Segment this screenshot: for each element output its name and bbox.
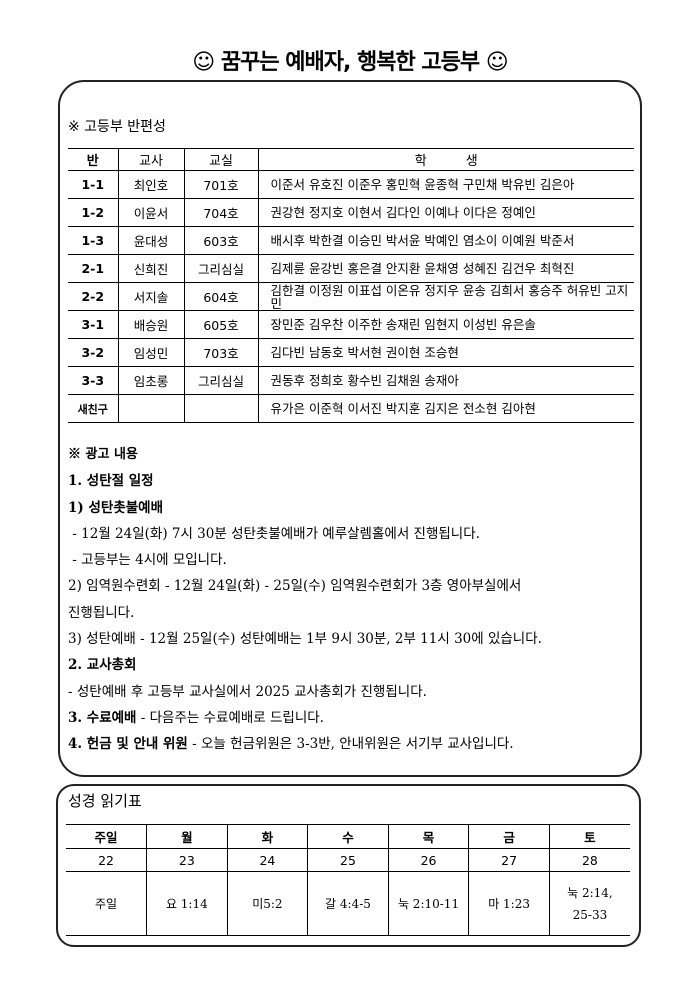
cell-students: 김한결 이정원 이표섭 이온유 정지우 윤송 김희서 홍승주 허유빈 고지민 bbox=[257, 282, 634, 311]
cell-students: 김다빈 남동호 박서현 권이현 조승현 bbox=[257, 338, 634, 367]
cell-room: 603호 bbox=[183, 226, 258, 255]
table-row: 새친구 유가은 이준혁 이서진 박지훈 김지은 전소현 김아현 bbox=[68, 394, 634, 423]
table-row: 1-3 윤대성 603호 배시후 박한결 이승민 박서윤 박예인 염소이 이예원 박준… bbox=[68, 226, 634, 255]
announcements: ※ 광고 내용 1. 성탄절 일정 1) 성탄촛불예배 - 12월 24일(화) … bbox=[68, 442, 638, 758]
roster-table: 반 교사 교실 학 생 1-1 최인호 701호 이준서 유호진 이준우 홍민혁 윤종… bbox=[68, 148, 634, 423]
table-row: 3-3 임초롱 그리심실 권동후 정희호 황수빈 김채원 송재아 bbox=[68, 366, 634, 395]
table-row: 1-1 최인호 701호 이준서 유호진 이준우 홍민혁 윤종혁 구민채 박유빈 김은… bbox=[68, 170, 634, 199]
date-cell: 24 bbox=[226, 848, 308, 872]
roster-announcements-box: ※ 고등부 반편성 반 교사 교실 학 생 1-1 최인호 701호 이준서 유호진 … bbox=[58, 80, 642, 777]
page-title: ☺ 꿈꾸는 예배자, 행복한 고등부 ☺ bbox=[192, 50, 508, 75]
cell-teacher: 임초롱 bbox=[117, 366, 184, 395]
reading-cell: 요 1:14 bbox=[146, 871, 228, 936]
cell-class: 3-3 bbox=[68, 366, 118, 395]
header-students: 학 생 bbox=[257, 148, 634, 171]
cell-teacher: 신희진 bbox=[117, 254, 184, 283]
announcement-title: 4. 헌금 및 안내 위원 bbox=[68, 736, 188, 753]
cell-room: 703호 bbox=[183, 338, 258, 367]
day-cell: 수 bbox=[307, 824, 389, 849]
cell-class: 1-2 bbox=[68, 198, 118, 227]
reading-cell: 주일 bbox=[66, 871, 147, 936]
cell-students: 김제륜 윤강빈 홍은결 안지환 윤채영 성혜진 김건우 최혁진 bbox=[257, 254, 634, 283]
reading-cell: 마 1:23 bbox=[468, 871, 550, 936]
date-cell: 25 bbox=[307, 848, 389, 872]
bible-reading-box: 성경 읽기표 주일 월 화 수 목 금 토 22 23 24 25 26 27 28 주일 요 1:14 미… bbox=[56, 784, 641, 947]
reading-cell: 갈 4:4-5 bbox=[307, 871, 389, 936]
day-cell: 금 bbox=[468, 824, 550, 849]
cell-teacher: 배승원 bbox=[117, 310, 184, 339]
cell-room: 604호 bbox=[183, 282, 258, 311]
table-row: 3-1 배승원 605호 장민준 김우찬 이주한 송재린 임현지 이성빈 유은솔 bbox=[68, 310, 634, 339]
announcement-text: - 오늘 헌금위원은 3-3반, 안내위원은 서기부 교사입니다. bbox=[187, 736, 514, 753]
date-cell: 22 bbox=[66, 848, 147, 872]
announcement-text: - 다음주는 수료예배로 드립니다. bbox=[136, 709, 324, 726]
date-cell: 27 bbox=[468, 848, 550, 872]
announcements-heading: ※ 광고 내용 bbox=[68, 447, 138, 462]
announcement-line: 진행됩니다. bbox=[68, 604, 135, 621]
reading-cell: 눅 2:14, 25-33 bbox=[548, 871, 630, 936]
header-teacher: 교사 bbox=[117, 148, 184, 171]
cell-class: 1-3 bbox=[68, 226, 118, 255]
cell-room: 701호 bbox=[183, 170, 258, 199]
cell-class: 3-1 bbox=[68, 310, 118, 339]
header-room: 교실 bbox=[183, 148, 258, 171]
cell-class: 3-2 bbox=[68, 338, 118, 367]
cell-students: 장민준 김우찬 이주한 송재린 임현지 이성빈 유은솔 bbox=[257, 310, 634, 339]
cell-teacher: 임성민 bbox=[117, 338, 184, 367]
roster-heading: ※ 고등부 반편성 bbox=[68, 119, 166, 135]
announcement-line: 1. 성탄절 일정 bbox=[68, 473, 154, 490]
header-class: 반 bbox=[68, 148, 118, 171]
announcement-line: 2) 임역원수련회 - 12월 24일(화) - 25일(수) 임역원수련회가 … bbox=[68, 578, 522, 595]
announcement-line: 2. 교사총회 bbox=[68, 657, 137, 674]
announcement-line: - 12월 24일(화) 7시 30분 성탄촛불예배가 예루살렘홀에서 진행됩니… bbox=[68, 525, 480, 542]
announcement-line: 3. 수료예배 - 다음주는 수료예배로 드립니다. bbox=[68, 705, 638, 731]
table-row: 1-2 이윤서 704호 권강현 정지호 이현서 김다인 이예나 이다은 정예인 bbox=[68, 198, 634, 227]
date-cell: 28 bbox=[548, 848, 630, 872]
day-cell: 토 bbox=[548, 824, 630, 849]
dates-row: 22 23 24 25 26 27 28 bbox=[66, 848, 630, 872]
cell-students: 권강현 정지호 이현서 김다인 이예나 이다은 정예인 bbox=[257, 198, 634, 227]
cell-class: 2-2 bbox=[68, 282, 118, 311]
cell-teacher: 윤대성 bbox=[117, 226, 184, 255]
days-row: 주일 월 화 수 목 금 토 bbox=[66, 824, 630, 849]
table-row: 2-2 서지솔 604호 김한결 이정원 이표섭 이온유 정지우 윤송 김희서 홍승주… bbox=[68, 282, 634, 311]
readings-row: 주일 요 1:14 미5:2 갈 4:4-5 눅 2:10-11 마 1:23 눅 2:14… bbox=[66, 871, 630, 936]
cell-teacher: 서지솔 bbox=[117, 282, 184, 311]
date-cell: 26 bbox=[387, 848, 469, 872]
announcement-title: 3. 수료예배 bbox=[68, 709, 137, 726]
day-cell: 주일 bbox=[66, 824, 147, 849]
cell-class: 새친구 bbox=[68, 394, 118, 423]
cell-room: 605호 bbox=[183, 310, 258, 339]
cell-room: 그리심실 bbox=[183, 366, 258, 395]
reading-cell: 미5:2 bbox=[226, 871, 308, 936]
day-cell: 목 bbox=[387, 824, 469, 849]
announcement-line: - 성탄예배 후 고등부 교사실에서 2025 교사총회가 진행됩니다. bbox=[68, 683, 427, 700]
day-cell: 화 bbox=[226, 824, 308, 849]
bible-reading-table: 주일 월 화 수 목 금 토 22 23 24 25 26 27 28 주일 요 1:14 미5:2 갈 4:… bbox=[66, 824, 630, 936]
cell-teacher: 최인호 bbox=[117, 170, 184, 199]
cell-students: 배시후 박한결 이승민 박서윤 박예인 염소이 이예원 박준서 bbox=[257, 226, 634, 255]
table-row: 3-2 임성민 703호 김다빈 남동호 박서현 권이현 조승현 bbox=[68, 338, 634, 367]
cell-room: 그리심실 bbox=[183, 254, 258, 283]
cell-room: 704호 bbox=[183, 198, 258, 227]
cell-teacher bbox=[117, 394, 184, 423]
cell-students: 유가은 이준혁 이서진 박지훈 김지은 전소현 김아현 bbox=[257, 394, 634, 423]
announcement-line: 1) 성탄촛불예배 bbox=[68, 499, 164, 516]
cell-room bbox=[183, 394, 258, 423]
announcement-line: 4. 헌금 및 안내 위원 - 오늘 헌금위원은 3-3반, 안내위원은 서기부… bbox=[68, 731, 638, 757]
cell-teacher: 이윤서 bbox=[117, 198, 184, 227]
day-cell: 월 bbox=[146, 824, 228, 849]
date-cell: 23 bbox=[146, 848, 228, 872]
cell-class: 1-1 bbox=[68, 170, 118, 199]
cell-students: 권동후 정희호 황수빈 김채원 송재아 bbox=[257, 366, 634, 395]
table-row: 2-1 신희진 그리심실 김제륜 윤강빈 홍은결 안지환 윤채영 성혜진 김건우 최혁… bbox=[68, 254, 634, 283]
cell-class: 2-1 bbox=[68, 254, 118, 283]
announcement-line: - 고등부는 4시에 모입니다. bbox=[68, 552, 227, 569]
bible-heading: 성경 읽기표 bbox=[68, 792, 142, 810]
reading-cell: 눅 2:10-11 bbox=[387, 871, 469, 936]
announcement-line: 3) 성탄예배 - 12월 25일(수) 성탄예배는 1부 9시 30분, 2부… bbox=[68, 631, 542, 648]
table-header-row: 반 교사 교실 학 생 bbox=[68, 148, 634, 171]
cell-students: 이준서 유호진 이준우 홍민혁 윤종혁 구민채 박유빈 김은아 bbox=[257, 170, 634, 199]
